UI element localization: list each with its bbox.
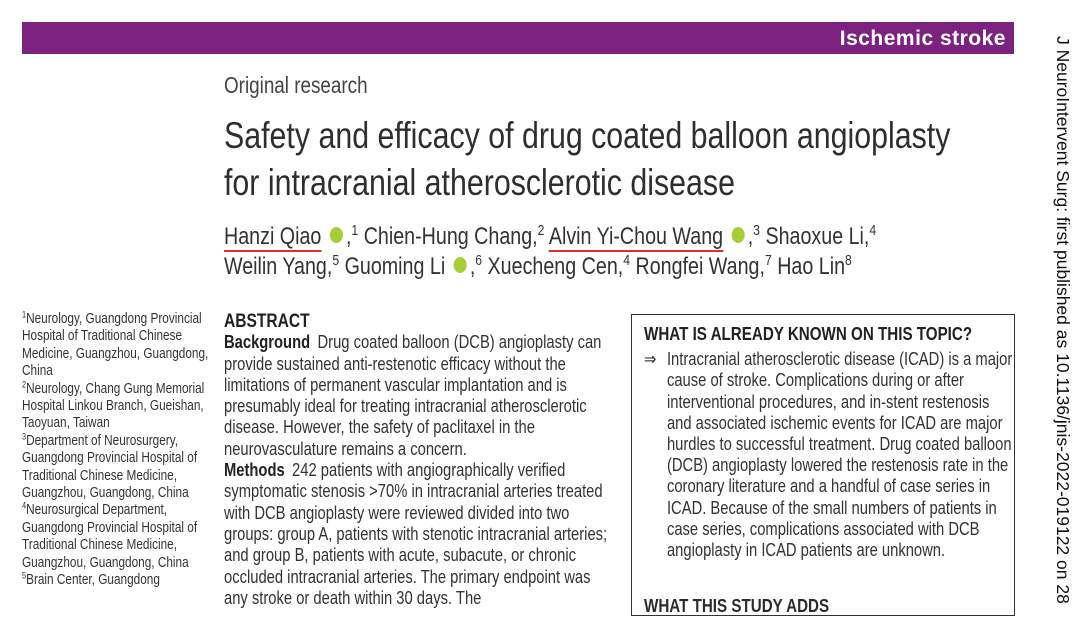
affiliation: 5Brain Center, Guangdong [22, 570, 211, 589]
affiliation-text: Neurosurgical Department, Guangdong Prov… [22, 502, 198, 571]
author-name: Chien-Hung Chang [363, 223, 533, 250]
author: Weilin Yang,5 [224, 253, 339, 280]
author-separator: , [747, 223, 754, 250]
author-affiliation-number: 4 [623, 253, 631, 270]
author: Guoming Li ,6 [345, 253, 483, 280]
orcid-icon [731, 227, 745, 243]
bullet: ⇒ [644, 349, 657, 370]
known-box-heading: WHAT IS ALREADY KNOWN ON THIS TOPIC? [644, 323, 973, 344]
author-name: Hanzi Qiao [224, 223, 322, 252]
orcid-icon [453, 257, 467, 273]
affiliation: 1Neurology, Guangdong Provincial Hospita… [22, 309, 211, 381]
affiliation-number: 5 [22, 570, 27, 581]
author: Alvin Yi-Chou Wang ,3 [548, 223, 760, 252]
affiliations: 1Neurology, Guangdong Provincial Hospita… [22, 309, 211, 590]
affiliation: 3Department of Neurosurgery, Guangdong P… [22, 431, 211, 503]
section-banner: Ischemic stroke [22, 22, 1014, 54]
author-separator: , [469, 253, 476, 280]
affiliation: 4Neurosurgical Department, Guangdong Pro… [22, 502, 211, 572]
author-name: Weilin Yang [224, 253, 327, 280]
article-title: Safety and efficacy of drug coated ballo… [224, 115, 951, 203]
author-separator: , [863, 223, 870, 250]
author: Hao Lin8 [777, 253, 852, 280]
author-name: Rongfei Wang [635, 253, 760, 280]
author-affiliation-number: 4 [869, 223, 877, 240]
author-affiliation-number: 1 [351, 223, 359, 240]
author-affiliation-number: 3 [753, 223, 760, 240]
abstract-section: Methods 242 patients with angiographical… [224, 460, 616, 609]
known-item-text: Intracranial atherosclerotic disease (IC… [666, 349, 1013, 561]
author-name: Guoming Li [344, 253, 446, 280]
side-note: J NeuroIntervent Surg: first published a… [1053, 36, 1073, 604]
abstract-section-text: 242 patients with angiographically verif… [224, 460, 608, 608]
article-type: Original research [224, 72, 368, 98]
abstract-section-label: Methods [224, 460, 285, 481]
affiliation-number: 2 [22, 379, 27, 390]
affiliation-text: Department of Neurosurgery, Guangdong Pr… [22, 432, 198, 502]
affiliation-number: 1 [22, 309, 27, 320]
abstract-heading: ABSTRACT [224, 311, 310, 332]
author-list: Hanzi Qiao ,1 Chien-Hung Chang,2 Alvin Yi… [224, 222, 946, 282]
author-separator: , [617, 253, 624, 280]
known-box-content: WHAT IS ALREADY KNOWN ON THIS TOPIC? ⇒ In… [644, 323, 1013, 561]
abstract-section-label: Background [224, 332, 311, 353]
author-separator: , [345, 223, 352, 250]
page: Ischemic stroke Original research Safety… [22, 22, 1073, 616]
author-separator: , [326, 253, 333, 280]
author-separator: , [532, 223, 538, 250]
affiliation-number: 4 [22, 501, 27, 512]
author-affiliation-number: 2 [537, 223, 545, 240]
author-affiliation-number: 5 [332, 253, 340, 270]
author-name: Xuecheng Cen [487, 253, 618, 280]
next-box-heading: WHAT THIS STUDY ADDS [644, 595, 830, 616]
abstract-section-text: Drug coated balloon (DCB) angioplasty ca… [224, 332, 602, 459]
author-name: Alvin Yi-Chou Wang [548, 223, 724, 252]
author: Xuecheng Cen,4 [488, 253, 630, 280]
affiliation: 2Neurology, Chang Gung Memorial Hospital… [22, 379, 211, 433]
affiliation-text: Neurology, Guangdong Provincial Hospital… [22, 311, 209, 380]
author-affiliation-number: 8 [845, 253, 852, 270]
known-box: WHAT IS ALREADY KNOWN ON THIS TOPIC? ⇒ In… [631, 314, 1015, 616]
abstract: ABSTRACT Background Drug coated balloon … [224, 311, 616, 609]
affiliation-text: Brain Center, Guangdong [26, 572, 160, 589]
author-affiliation-number: 7 [764, 253, 772, 270]
orcid-icon [329, 227, 343, 243]
author: Chien-Hung Chang,2 [364, 223, 545, 250]
author-separator: , [759, 253, 765, 280]
author: Hanzi Qiao ,1 [224, 223, 359, 252]
author: Shaoxue Li,4 [765, 223, 876, 250]
affiliation-number: 3 [22, 431, 27, 442]
known-item: ⇒ Intracranial atherosclerotic disease (I… [644, 349, 1013, 561]
author-name: Shaoxue Li [765, 223, 864, 250]
banner-label: Ischemic stroke [839, 27, 1006, 50]
affiliation-text: Neurology, Chang Gung Memorial Hospital … [22, 380, 205, 432]
abstract-section: Background Drug coated balloon (DCB) ang… [224, 332, 616, 460]
author: Rongfei Wang,7 [635, 253, 771, 280]
author-affiliation-number: 6 [475, 253, 483, 270]
author-name: Hao Lin [777, 253, 846, 280]
